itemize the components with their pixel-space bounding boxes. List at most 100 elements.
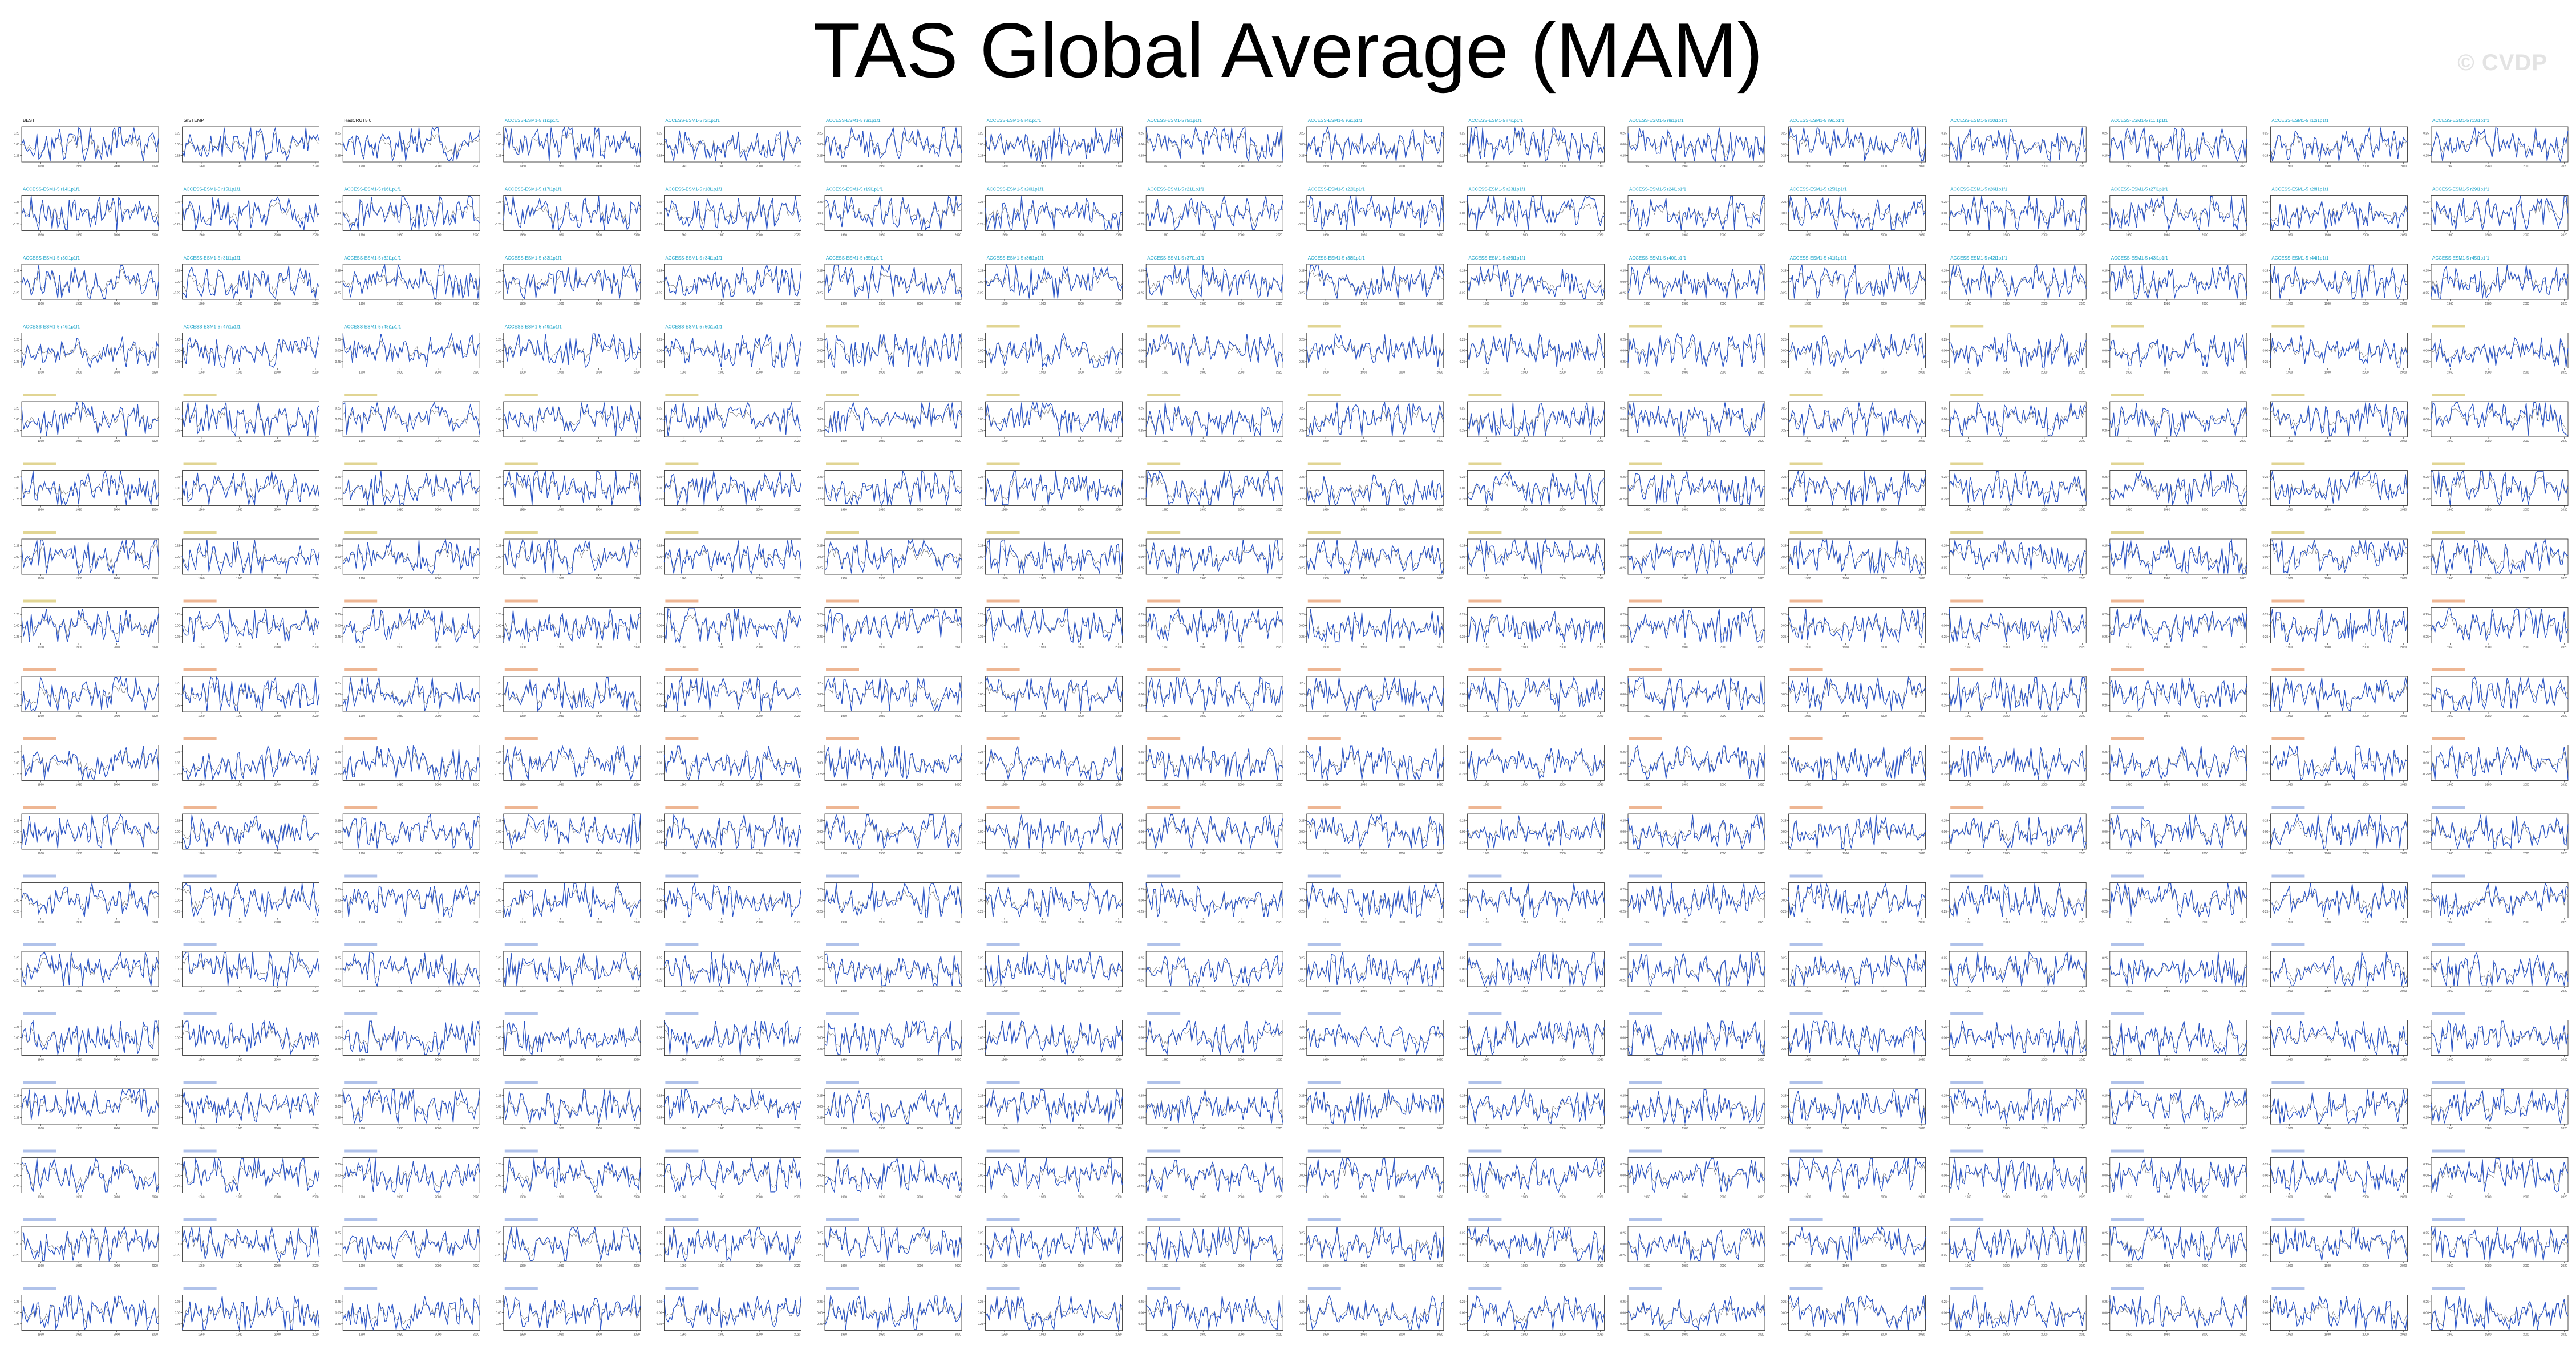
y-tick-label: 0.00 [2423, 1174, 2429, 1178]
x-tick-label: 2020 [2240, 1059, 2246, 1062]
x-tick-label: 1960 [359, 990, 365, 993]
x-tick-label: 1960 [1965, 1127, 1971, 1130]
x-tick-label: 1980 [1360, 1059, 1367, 1062]
panel: ACCESS-ESM1-5 r26i1p1f10.250.00-0.251960… [1941, 187, 2087, 237]
y-tick-label: -0.25 [495, 223, 501, 226]
x-tick-label: 2020 [1597, 1059, 1603, 1062]
series-line [2431, 401, 2569, 436]
series-line [181, 1019, 320, 1055]
y-tick-label: 0.25 [1781, 820, 1787, 823]
panel-title-mark [1629, 1149, 1662, 1153]
y-tick-label: 0.25 [1299, 132, 1305, 136]
panel-title-mark [1147, 668, 1181, 671]
x-tick-label: 1980 [1360, 852, 1367, 856]
y-tick-label: -0.25 [334, 360, 341, 364]
x-tick-label: 1980 [878, 1127, 885, 1130]
panel-title-mark [1629, 737, 1662, 740]
x-tick-label: 1980 [1200, 440, 1206, 443]
panel-title-mark [986, 874, 1020, 878]
series-line [1467, 470, 1605, 505]
x-tick-label: 2000 [2523, 715, 2529, 718]
y-tick-label: 0.00 [1781, 1105, 1787, 1109]
y-tick-label: 0.00 [2423, 487, 2429, 491]
x-tick-label: 2000 [917, 440, 923, 443]
y-tick-label: 0.25 [1299, 407, 1305, 411]
x-tick-label: 1960 [198, 577, 204, 581]
panel-title-mark [2271, 1081, 2305, 1084]
series-line [824, 677, 962, 712]
y-tick-label: -0.25 [977, 1254, 983, 1257]
x-tick-label: 2020 [955, 1059, 961, 1062]
x-tick-label: 1960 [680, 1196, 686, 1199]
x-tick-label: 2000 [274, 577, 281, 581]
x-tick-label: 2020 [2400, 440, 2407, 443]
y-tick-label: 0.00 [2423, 418, 2429, 421]
x-tick-label: 1960 [841, 921, 847, 925]
reference-line [343, 682, 480, 704]
x-tick-label: 1980 [1360, 302, 1367, 306]
panel: ACCESS-ESM1-5 r34i1p1f10.250.00-0.251960… [655, 256, 802, 306]
x-tick-label: 1980 [1842, 509, 1849, 512]
y-tick-label: 0.25 [1781, 132, 1787, 136]
series-line [1145, 469, 1283, 506]
panel-frame [824, 126, 962, 163]
y-tick-label: 0.25 [2423, 957, 2429, 960]
panel-title-mark [183, 462, 217, 465]
x-tick-label: 2000 [2363, 1059, 2369, 1062]
x-tick-label: 2000 [2523, 1059, 2529, 1062]
series-line [1949, 1089, 2087, 1124]
y-tick-label: 0.25 [496, 1163, 501, 1166]
y-tick-label: -0.25 [816, 429, 823, 432]
x-tick-label: 2000 [435, 921, 441, 925]
y-tick-label: -0.25 [1137, 498, 1144, 501]
y-tick-label: 0.00 [2102, 487, 2108, 491]
x-tick-label: 1980 [1682, 165, 1688, 168]
series-line [342, 126, 480, 163]
y-tick-label: -0.25 [2101, 1185, 2108, 1189]
y-tick-label: 0.25 [1941, 751, 1947, 754]
y-tick-label: -0.25 [816, 635, 823, 639]
x-tick-label: 1980 [2003, 440, 2010, 443]
y-tick-label: -0.25 [1459, 1116, 1465, 1120]
y-tick-label: -0.25 [2101, 910, 2108, 914]
y-tick-label: -0.25 [1298, 979, 1305, 982]
panel-title-mark [1147, 943, 1181, 946]
series-line [342, 745, 480, 781]
series-line [1788, 265, 1926, 300]
x-tick-label: 2020 [1918, 1059, 1925, 1062]
y-tick-label: 0.00 [1941, 556, 1947, 559]
series-line [503, 538, 641, 574]
x-tick-label: 2020 [2240, 440, 2246, 443]
x-tick-label: 2000 [917, 990, 923, 993]
x-tick-label: 1960 [2447, 165, 2453, 168]
panel-title-mark [1789, 943, 1823, 946]
x-tick-label: 2020 [152, 1264, 158, 1268]
x-tick-label: 2000 [274, 990, 281, 993]
y-tick-label: 0.25 [335, 682, 341, 686]
y-tick-label: 0.00 [1138, 899, 1144, 903]
reference-line [985, 202, 1123, 225]
reference-line [182, 613, 319, 637]
y-tick-label: 0.25 [175, 545, 180, 548]
x-tick-label: 1960 [359, 1264, 365, 1268]
panel-frame [1949, 126, 2087, 163]
panel-title: ACCESS-ESM1-5 r14i1p1f1 [23, 187, 80, 192]
y-tick-label: -0.25 [334, 773, 341, 776]
reference-line [2109, 341, 2247, 362]
y-tick-label: -0.25 [1780, 498, 1787, 501]
x-tick-label: 2000 [2041, 234, 2047, 237]
x-tick-label: 1960 [1483, 646, 1489, 650]
panel-title-mark [183, 599, 217, 603]
x-tick-label: 1980 [1200, 302, 1206, 306]
y-tick-label: -0.25 [2262, 223, 2269, 226]
x-tick-label: 1980 [1039, 1264, 1046, 1268]
panel-title-mark [1629, 1012, 1662, 1015]
